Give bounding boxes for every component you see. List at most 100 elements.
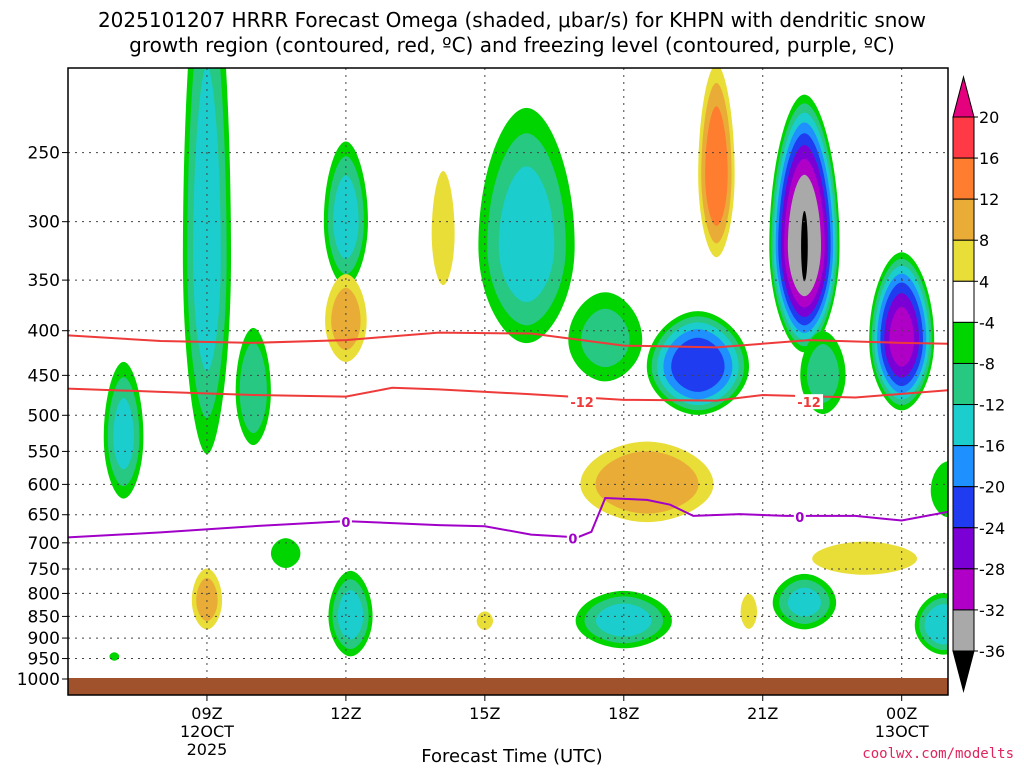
colorbar-bin-12 <box>952 609 975 652</box>
colorbar-label-13: -36 <box>979 642 1005 661</box>
omega-band-2-1 <box>239 342 267 434</box>
omega-band-17-2 <box>705 106 728 226</box>
credit-text: coolwx.com/modelts <box>862 746 1014 762</box>
y-tick-label-900: 900 <box>28 629 60 649</box>
colorbar-label-5: -4 <box>979 313 995 332</box>
colorbar-bin-8 <box>952 445 975 488</box>
colorbar-label-11: -28 <box>979 560 1005 579</box>
series-label-bg-1-0 <box>568 394 597 410</box>
omega-band-23-0 <box>740 593 758 629</box>
omega-band-12-2 <box>596 603 652 637</box>
colorbar-bin-9 <box>952 486 975 529</box>
colorbar-label-1: 16 <box>979 149 999 168</box>
omega-cell-1 <box>103 361 144 499</box>
y-tick-label-800: 800 <box>28 584 60 604</box>
omega-core-7 <box>801 211 808 282</box>
omega-band-11-0 <box>270 538 301 568</box>
colorbar-bin-0 <box>952 116 975 159</box>
y-tick-label-650: 650 <box>28 506 60 526</box>
x-tick-year-09Z: 2025 <box>187 740 228 759</box>
series-label-2-0: 0 <box>341 516 350 531</box>
omega-cell-12 <box>575 590 672 649</box>
series-label-bg-2-0 <box>339 514 352 530</box>
colorbar-label-9: -20 <box>979 478 1005 497</box>
x-tick-sublabel-09Z: 12OCT <box>180 722 234 741</box>
series-line-0 <box>68 331 948 349</box>
x-tick-label-12Z: 12Z <box>330 704 361 723</box>
y-tick-label-350: 350 <box>28 271 60 291</box>
omega-band-19-1 <box>331 287 361 350</box>
omega-band-13-2 <box>787 587 821 617</box>
omega-cell-15 <box>930 461 948 518</box>
omega-band-10-2 <box>337 590 364 640</box>
omega-cell-10 <box>328 570 373 657</box>
colorbar-label-3: 8 <box>979 231 989 250</box>
plot-frame <box>67 67 949 696</box>
x-tick-label-18Z: 18Z <box>608 704 639 723</box>
colorbar-label-7: -12 <box>979 396 1005 415</box>
chart-title-line1: 2025101207 HRRR Forecast Omega (shaded, … <box>97 8 927 32</box>
omega-band-20-1 <box>196 577 218 621</box>
omega-cell-4 <box>478 107 575 344</box>
y-tick-label-700: 700 <box>28 534 60 554</box>
y-tick-label-250: 250 <box>28 144 60 164</box>
colorbar-bin-6 <box>952 362 975 406</box>
omega-band-4-2 <box>498 166 555 303</box>
y-tick-label-950: 950 <box>28 650 60 670</box>
colorbar-top-arrow <box>952 75 975 118</box>
y-tick-label-500: 500 <box>28 406 60 426</box>
omega-band-5-1 <box>581 308 630 368</box>
omega-cell-18 <box>431 171 455 286</box>
omega-cell-8 <box>800 331 846 415</box>
omega-band-25-0 <box>836 0 856 60</box>
series-label-bg-2-1 <box>566 530 579 546</box>
y-axis: 2503003504004505005506006507007508008509… <box>17 144 68 690</box>
omega-cell-2 <box>235 327 271 446</box>
omega-cell-13 <box>772 573 837 630</box>
omega-cell-11 <box>270 538 301 568</box>
omega-cell-23 <box>740 593 758 629</box>
colorbar-bin-11 <box>952 568 975 611</box>
omega-cell-9 <box>869 252 935 411</box>
colorbar-bin-5 <box>952 321 975 364</box>
colorbar-label-6: -8 <box>979 354 995 373</box>
omega-band-0-2 <box>193 68 221 372</box>
colorbar-bin-7 <box>952 404 975 447</box>
colorbar-bin-2 <box>952 198 975 241</box>
x-tick-sublabel-00Z: 13OCT <box>875 722 929 741</box>
omega-cell-22 <box>812 541 918 575</box>
omega-band-3-2 <box>333 175 359 259</box>
y-tick-label-1000: 1000 <box>17 670 60 690</box>
colorbar-bin-4 <box>952 280 975 323</box>
series-line-1 <box>68 386 948 402</box>
x-tick-label-21Z: 21Z <box>747 704 778 723</box>
omega-band-6-4 <box>671 337 725 392</box>
omega-band-22-0 <box>812 541 918 575</box>
x-tick-label-00Z: 00Z <box>886 704 917 723</box>
y-tick-label-600: 600 <box>28 475 60 495</box>
y-tick-label-300: 300 <box>28 213 60 233</box>
omega-cell-14 <box>914 592 948 655</box>
contour-labels: -12 -12 0 0 0 <box>339 394 824 547</box>
colorbar: 20 16 12 8 4 -4 -8 -12 -16 -20 -24 -28 -32 -36 <box>952 75 1005 693</box>
colorbar-label-8: -16 <box>979 437 1005 456</box>
chart-title-line2: growth region (contoured, red, ºC) and f… <box>129 33 895 57</box>
colorbar-label-0: 20 <box>979 108 999 127</box>
x-tick-label-15Z: 15Z <box>469 704 500 723</box>
series-label-1-0: -12 <box>570 396 594 411</box>
colorbar-label-10: -24 <box>979 519 1005 538</box>
series-label-bg-2-2 <box>793 509 806 525</box>
omega-band-15-0 <box>930 461 948 518</box>
colorbar-bin-3 <box>952 239 975 282</box>
omega-cell-20 <box>191 568 223 630</box>
series-label-1-1: -12 <box>797 396 821 411</box>
y-tick-label-450: 450 <box>28 366 60 386</box>
omega-cell-17 <box>698 68 735 258</box>
omega-shading <box>103 0 948 661</box>
colorbar-bin-1 <box>952 157 975 200</box>
x-tick-label-09Z: 09Z <box>191 704 222 723</box>
omega-band-8-1 <box>806 344 839 403</box>
omega-cell-0 <box>182 68 232 455</box>
